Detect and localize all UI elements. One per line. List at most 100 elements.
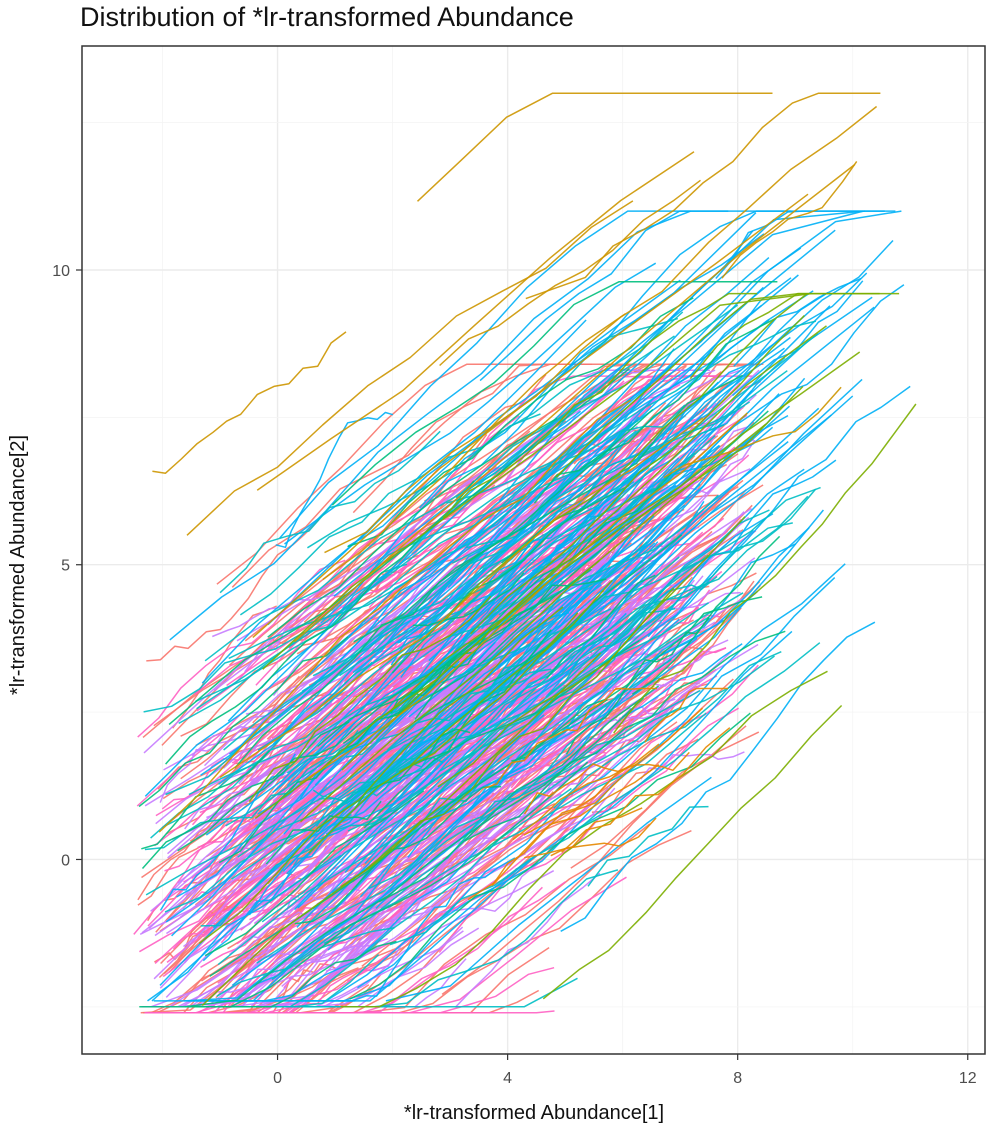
series-line xyxy=(159,753,296,911)
series-line xyxy=(612,589,711,663)
series-line xyxy=(317,472,673,747)
series-line xyxy=(644,687,728,743)
series-line xyxy=(295,773,557,1008)
series-line xyxy=(219,430,441,594)
series-line xyxy=(226,664,418,805)
series-line xyxy=(196,459,566,710)
series-line xyxy=(525,92,881,300)
series-line xyxy=(315,641,496,827)
series-line xyxy=(442,292,758,519)
series-line xyxy=(533,317,777,504)
series-line xyxy=(494,579,695,743)
series-line xyxy=(469,314,805,635)
series-line xyxy=(467,763,660,901)
series-line xyxy=(331,281,778,506)
series-line xyxy=(341,598,669,812)
series-line xyxy=(143,563,408,713)
series-line xyxy=(338,857,516,1002)
series-line xyxy=(546,574,656,679)
series-line xyxy=(322,313,626,581)
series-line xyxy=(382,581,711,850)
series-line xyxy=(138,636,349,808)
series-line xyxy=(385,351,861,716)
series-line xyxy=(391,484,630,674)
series-line xyxy=(327,741,532,951)
x-axis-title: *lr-transformed Abundance[1] xyxy=(404,1102,664,1124)
series-line xyxy=(511,712,659,829)
series-group xyxy=(467,687,731,901)
series-line xyxy=(282,612,627,872)
series-line xyxy=(293,374,547,617)
series-line xyxy=(445,293,808,620)
series-line xyxy=(587,805,709,887)
series-line xyxy=(190,761,589,1008)
series-line xyxy=(141,749,271,850)
series-line xyxy=(184,746,302,830)
series-line xyxy=(335,210,864,617)
series-line xyxy=(598,575,718,674)
series-line xyxy=(547,607,676,696)
series-line xyxy=(613,403,917,734)
series-line xyxy=(159,696,534,989)
series-line xyxy=(267,417,558,638)
series-line xyxy=(165,545,531,796)
series-line xyxy=(228,363,650,666)
series-line xyxy=(306,456,669,741)
series-line xyxy=(416,92,773,202)
series-line xyxy=(637,439,756,518)
series-line xyxy=(141,687,424,869)
series-line xyxy=(344,623,666,870)
series-line xyxy=(622,643,743,718)
series-line xyxy=(511,596,763,762)
series-line xyxy=(256,689,701,964)
series-line xyxy=(212,593,338,638)
series-group xyxy=(152,92,881,833)
series-line xyxy=(570,731,760,869)
series-line xyxy=(447,257,770,588)
plot-panel-border xyxy=(81,45,986,1055)
series-line xyxy=(542,704,843,1000)
y-tick-label: 10 xyxy=(52,263,70,280)
series-line xyxy=(164,567,514,827)
series-line xyxy=(234,473,621,769)
series-line xyxy=(202,813,352,962)
series-lines xyxy=(133,92,917,1014)
series-line xyxy=(275,411,394,549)
series-line xyxy=(336,515,655,827)
y-axis-title: *lr-transformed Abundance[2] xyxy=(7,435,29,695)
series-line xyxy=(378,685,660,903)
series-line xyxy=(177,721,350,852)
y-tick-label: 0 xyxy=(61,852,70,869)
series-line xyxy=(186,200,634,536)
series-line xyxy=(152,331,347,474)
series-line xyxy=(484,687,657,789)
x-tick-label: 12 xyxy=(959,1070,977,1087)
series-line xyxy=(139,940,397,1008)
series-line xyxy=(339,654,600,824)
series-line xyxy=(367,375,618,547)
series-line xyxy=(387,560,600,719)
series-line xyxy=(340,670,828,1008)
series-line xyxy=(223,549,506,751)
series-line xyxy=(169,210,691,641)
series-line xyxy=(249,683,378,781)
series-line xyxy=(560,621,876,932)
series-line xyxy=(523,751,690,815)
series-line xyxy=(524,807,643,859)
x-tick-label: 4 xyxy=(503,1070,512,1087)
series-line xyxy=(439,179,701,367)
series-line xyxy=(640,751,745,780)
series-line xyxy=(164,727,454,913)
series-line xyxy=(188,492,645,796)
series-line xyxy=(256,151,695,491)
series-line xyxy=(286,682,422,774)
series-line xyxy=(545,543,796,780)
series-line xyxy=(284,262,657,545)
series-line xyxy=(254,385,804,820)
series-line xyxy=(204,335,675,662)
series-line xyxy=(201,652,602,1006)
series-line xyxy=(523,707,704,836)
series-line xyxy=(248,740,414,916)
series-line xyxy=(296,656,590,928)
series-line xyxy=(439,495,809,772)
